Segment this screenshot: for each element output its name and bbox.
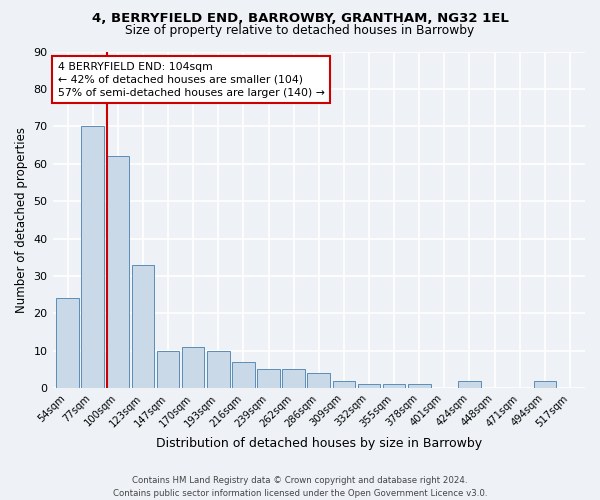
- Bar: [157, 351, 179, 388]
- Bar: [232, 362, 255, 388]
- Bar: [131, 264, 154, 388]
- Text: 4 BERRYFIELD END: 104sqm
← 42% of detached houses are smaller (104)
57% of semi-: 4 BERRYFIELD END: 104sqm ← 42% of detach…: [58, 62, 325, 98]
- Bar: [283, 370, 305, 388]
- Bar: [358, 384, 380, 388]
- Text: 4, BERRYFIELD END, BARROWBY, GRANTHAM, NG32 1EL: 4, BERRYFIELD END, BARROWBY, GRANTHAM, N…: [92, 12, 508, 26]
- Text: Contains HM Land Registry data © Crown copyright and database right 2024.
Contai: Contains HM Land Registry data © Crown c…: [113, 476, 487, 498]
- Bar: [182, 347, 205, 388]
- Bar: [533, 380, 556, 388]
- Bar: [332, 380, 355, 388]
- Bar: [458, 380, 481, 388]
- X-axis label: Distribution of detached houses by size in Barrowby: Distribution of detached houses by size …: [156, 437, 482, 450]
- Text: Size of property relative to detached houses in Barrowby: Size of property relative to detached ho…: [125, 24, 475, 37]
- Bar: [307, 373, 330, 388]
- Bar: [207, 351, 230, 388]
- Y-axis label: Number of detached properties: Number of detached properties: [15, 127, 28, 313]
- Bar: [257, 370, 280, 388]
- Bar: [383, 384, 406, 388]
- Bar: [82, 126, 104, 388]
- Bar: [408, 384, 431, 388]
- Bar: [107, 156, 129, 388]
- Bar: [56, 298, 79, 388]
